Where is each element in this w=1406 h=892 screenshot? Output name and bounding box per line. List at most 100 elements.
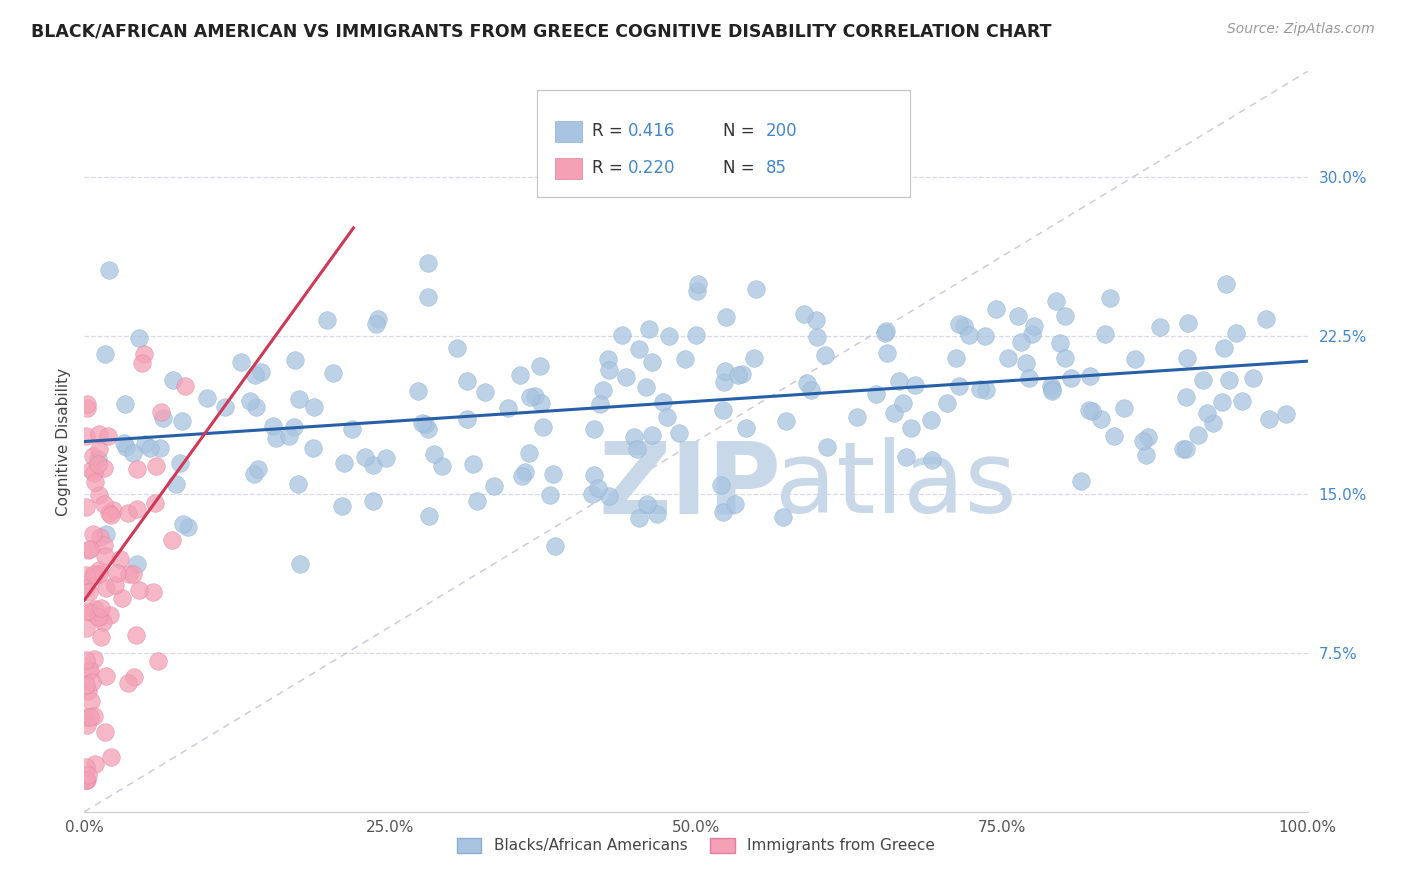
Point — [169, 456, 191, 470]
Text: 0.416: 0.416 — [627, 122, 675, 140]
Point — [411, 416, 433, 430]
Point — [474, 384, 496, 399]
Point — [1045, 294, 1067, 309]
Point — [76, 604, 98, 618]
Point — [262, 418, 284, 433]
Point — [1177, 316, 1199, 330]
Point — [974, 383, 997, 397]
Point — [242, 467, 264, 482]
Point — [80, 463, 103, 477]
Point — [117, 676, 139, 690]
Point — [162, 374, 184, 388]
Point — [152, 411, 174, 425]
Point — [316, 313, 339, 327]
Point — [79, 663, 101, 677]
Point — [655, 409, 678, 424]
Point — [112, 436, 135, 450]
Point — [904, 377, 927, 392]
Point — [1040, 379, 1063, 393]
Point — [1197, 406, 1219, 420]
Point — [636, 379, 658, 393]
Point — [84, 602, 107, 616]
Point — [94, 669, 117, 683]
Point — [673, 351, 696, 366]
Point — [75, 429, 97, 443]
Text: N =: N = — [723, 122, 755, 140]
Point — [1014, 356, 1036, 370]
Point — [302, 401, 325, 415]
Point — [1230, 393, 1253, 408]
Point — [815, 440, 838, 454]
Text: Source: ZipAtlas.com: Source: ZipAtlas.com — [1227, 22, 1375, 37]
Point — [172, 414, 194, 428]
Point — [614, 369, 637, 384]
Point — [96, 527, 118, 541]
Point — [920, 413, 942, 427]
Text: R =: R = — [592, 160, 628, 178]
Point — [887, 374, 910, 388]
Point — [83, 709, 105, 723]
Point — [87, 457, 110, 471]
Point — [125, 462, 148, 476]
Text: ZIP: ZIP — [598, 437, 780, 534]
Point — [651, 395, 673, 409]
Point — [800, 383, 823, 397]
Point — [948, 317, 970, 331]
Point — [354, 450, 377, 464]
Point — [589, 397, 612, 411]
Point — [509, 368, 531, 383]
Point — [143, 496, 166, 510]
Point — [1090, 412, 1112, 426]
Point — [1254, 311, 1277, 326]
Point — [418, 509, 440, 524]
Point — [75, 567, 97, 582]
Point — [416, 255, 439, 269]
FancyBboxPatch shape — [537, 90, 910, 197]
Point — [465, 494, 488, 508]
Point — [165, 476, 187, 491]
Point — [79, 605, 101, 619]
Point — [375, 451, 398, 466]
Point — [1135, 448, 1157, 462]
Point — [517, 446, 540, 460]
Text: R =: R = — [592, 122, 628, 140]
Point — [75, 772, 97, 787]
Point — [796, 376, 818, 391]
Y-axis label: Cognitive Disability: Cognitive Disability — [56, 368, 72, 516]
Point — [75, 678, 97, 692]
Point — [626, 442, 648, 456]
Point — [117, 506, 139, 520]
Point — [145, 459, 167, 474]
Point — [1060, 371, 1083, 385]
Point — [108, 551, 131, 566]
Point — [1018, 371, 1040, 385]
Point — [948, 379, 970, 393]
Point — [131, 356, 153, 370]
Point — [134, 437, 156, 451]
Point — [1098, 291, 1121, 305]
Point — [76, 772, 98, 787]
Point — [115, 440, 138, 454]
Point — [1225, 326, 1247, 340]
Point — [214, 401, 236, 415]
Point — [744, 282, 766, 296]
Point — [1213, 341, 1236, 355]
Point — [142, 584, 165, 599]
Point — [249, 365, 271, 379]
Point — [89, 530, 111, 544]
Point — [76, 401, 98, 416]
Point — [94, 346, 117, 360]
Point — [87, 452, 110, 467]
Point — [1202, 416, 1225, 430]
Point — [513, 465, 536, 479]
Point — [82, 449, 104, 463]
Point — [883, 406, 905, 420]
Point — [75, 653, 97, 667]
Point — [364, 317, 387, 331]
Point — [75, 772, 97, 787]
Text: atlas: atlas — [776, 437, 1017, 534]
Point — [77, 542, 100, 557]
Point — [114, 396, 136, 410]
Point — [876, 346, 898, 360]
Point — [90, 601, 112, 615]
